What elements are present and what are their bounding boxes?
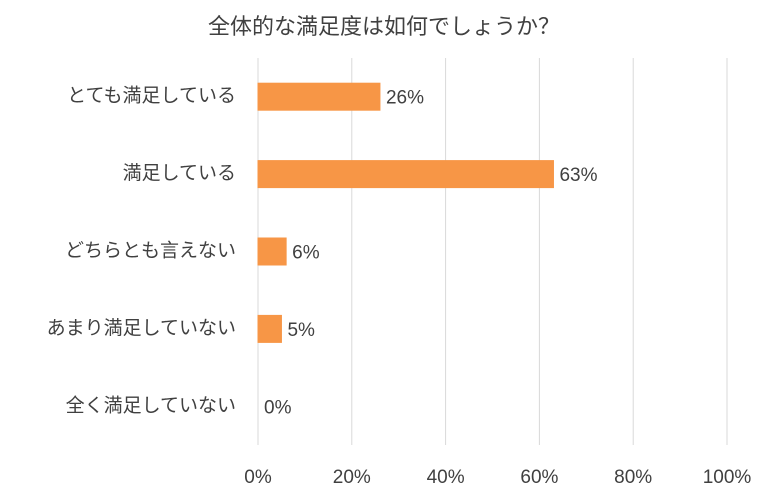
- x-tick-label: 80%: [614, 467, 652, 488]
- x-tick-label: 40%: [427, 467, 465, 488]
- y-tick-label: あまり満足していない: [47, 317, 236, 339]
- bar: [257, 237, 287, 266]
- data-label: 5%: [287, 320, 315, 341]
- y-tick-label: どちらとも言えない: [65, 240, 236, 262]
- y-tick-label: とても満足している: [67, 85, 236, 107]
- y-tick-label: 全く満足していない: [66, 394, 236, 416]
- data-label: 26%: [386, 88, 424, 109]
- data-label: 63%: [559, 165, 597, 186]
- data-label: 6%: [292, 243, 320, 264]
- x-tick-label: 60%: [520, 467, 558, 488]
- x-tick-label: 100%: [703, 467, 752, 488]
- bar: [257, 314, 282, 343]
- x-tick-label: 20%: [333, 467, 371, 488]
- x-tick-label: 0%: [244, 467, 272, 488]
- bar: [257, 82, 381, 111]
- y-tick-label: 満足している: [123, 162, 236, 184]
- data-label: 0%: [264, 397, 292, 418]
- chart-title: 全体的な満足度は如何でしょうか？: [208, 14, 560, 39]
- bar: [257, 160, 554, 189]
